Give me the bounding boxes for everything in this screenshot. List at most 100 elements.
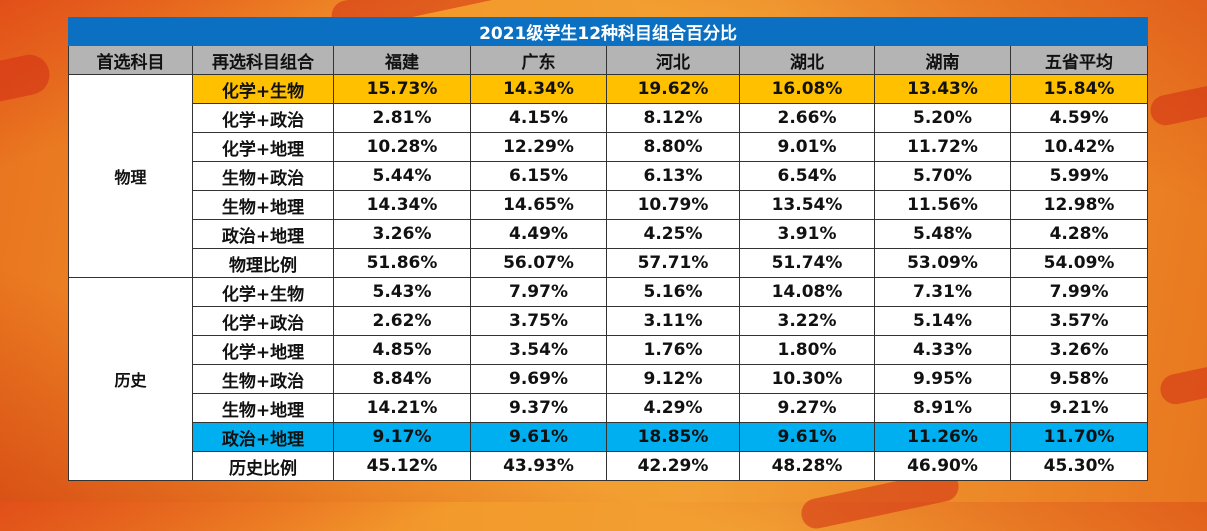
percentage-cell: 3.11%	[606, 306, 740, 336]
percentage-cell: 10.79%	[606, 190, 740, 220]
percentage-cell: 9.69%	[470, 364, 607, 394]
percentage-cell: 6.15%	[470, 161, 607, 191]
combination-cell: 化学+地理	[192, 335, 334, 365]
percentage-cell: 3.26%	[333, 219, 471, 249]
combination-cell: 生物+地理	[192, 393, 334, 423]
percentage-cell: 12.98%	[1009, 190, 1149, 220]
table-row: 化学+地理 10.28% 12.29% 8.80% 9.01% 11.72% 10.42%	[69, 132, 1149, 162]
combination-cell: 化学+地理	[192, 132, 334, 162]
percentage-cell: 2.81%	[333, 103, 471, 133]
percentage-cell: 3.91%	[739, 219, 875, 249]
table-row: 生物+政治 8.84% 9.69% 9.12% 10.30% 9.95% 9.58%	[69, 364, 1149, 394]
combination-cell: 物理比例	[192, 248, 334, 278]
percentage-cell: 15.73%	[333, 74, 471, 104]
combination-cell: 化学+生物	[192, 74, 334, 104]
percentage-cell: 1.76%	[606, 335, 740, 365]
percentage-cell: 5.20%	[874, 103, 1011, 133]
percentage-cell: 5.70%	[874, 161, 1011, 191]
percentage-cell: 48.28%	[739, 451, 875, 481]
percentage-cell: 54.09%	[1009, 248, 1149, 278]
percentage-cell: 3.54%	[470, 335, 607, 365]
percentage-cell: 7.99%	[1009, 277, 1149, 307]
percentage-cell: 46.90%	[874, 451, 1011, 481]
column-header: 首选科目	[68, 45, 193, 75]
percentage-cell: 53.09%	[874, 248, 1011, 278]
background-streak	[1157, 363, 1207, 407]
first-subject-cell: 历史	[68, 277, 193, 481]
percentage-cell: 3.75%	[470, 306, 607, 336]
table-row: 历史比例 45.12% 43.93% 42.29% 48.28% 46.90% 45.30%	[69, 451, 1149, 481]
percentage-cell: 56.07%	[470, 248, 607, 278]
percentage-cell: 4.15%	[470, 103, 607, 133]
percentage-cell: 4.33%	[874, 335, 1011, 365]
percentage-cell: 15.84%	[1009, 74, 1149, 104]
background-streak	[1147, 82, 1207, 128]
table-row: 生物+地理 14.21% 9.37% 4.29% 9.27% 8.91% 9.21%	[69, 393, 1149, 423]
table-title: 2021级学生12种科目组合百分比	[67, 17, 1149, 46]
column-header: 广东	[470, 45, 607, 75]
percentage-cell: 9.27%	[739, 393, 875, 423]
percentage-cell: 14.34%	[333, 190, 471, 220]
percentage-cell: 13.54%	[739, 190, 875, 220]
percentage-cell: 5.43%	[333, 277, 471, 307]
percentage-cell: 3.26%	[1009, 335, 1149, 365]
combination-cell: 化学+政治	[192, 103, 334, 133]
percentage-cell: 11.70%	[1009, 422, 1149, 452]
percentage-cell: 8.91%	[874, 393, 1011, 423]
percentage-cell: 5.14%	[874, 306, 1011, 336]
percentage-cell: 19.62%	[606, 74, 740, 104]
percentage-cell: 9.58%	[1009, 364, 1149, 394]
percentage-cell: 45.30%	[1009, 451, 1149, 481]
percentage-cell: 14.65%	[470, 190, 607, 220]
combination-cell: 生物+政治	[192, 161, 334, 191]
percentage-cell: 16.08%	[739, 74, 875, 104]
percentage-cell: 8.80%	[606, 132, 740, 162]
table-row: 生物+政治 5.44% 6.15% 6.13% 6.54% 5.70% 5.99%	[69, 161, 1149, 191]
percentage-cell: 8.84%	[333, 364, 471, 394]
percentage-cell: 2.62%	[333, 306, 471, 336]
percentage-cell: 9.61%	[470, 422, 607, 452]
percentage-cell: 4.29%	[606, 393, 740, 423]
percentage-cell: 57.71%	[606, 248, 740, 278]
column-header: 湖南	[874, 45, 1011, 75]
percentage-cell: 10.28%	[333, 132, 471, 162]
subject-combination-table: 2021级学生12种科目组合百分比 首选科目 再选科目组合 福建 广东 河北 湖北 湖南 五省…	[67, 17, 1149, 481]
percentage-cell: 51.74%	[739, 248, 875, 278]
percentage-cell: 51.86%	[333, 248, 471, 278]
percentage-cell: 9.21%	[1009, 393, 1149, 423]
percentage-cell: 18.85%	[606, 422, 740, 452]
percentage-cell: 43.93%	[470, 451, 607, 481]
percentage-cell: 14.34%	[470, 74, 607, 104]
percentage-cell: 4.25%	[606, 219, 740, 249]
percentage-cell: 9.37%	[470, 393, 607, 423]
percentage-cell: 14.21%	[333, 393, 471, 423]
background-streak	[0, 51, 54, 109]
percentage-cell: 7.31%	[874, 277, 1011, 307]
table-row: 物理比例 51.86% 56.07% 57.71% 51.74% 53.09% 54.09%	[69, 248, 1149, 278]
percentage-cell: 45.12%	[333, 451, 471, 481]
column-header: 河北	[606, 45, 740, 75]
first-subject-cell: 物理	[68, 74, 193, 278]
percentage-cell: 42.29%	[606, 451, 740, 481]
percentage-cell: 4.85%	[333, 335, 471, 365]
percentage-cell: 6.54%	[739, 161, 875, 191]
table-row: 化学+政治 2.62% 3.75% 3.11% 3.22% 5.14% 3.57%	[69, 306, 1149, 336]
table-row: 化学+地理 4.85% 3.54% 1.76% 1.80% 4.33% 3.26%	[69, 335, 1149, 365]
table-row: 物理 化学+生物 15.73% 14.34% 19.62% 16.08% 13.43% 15.…	[68, 74, 1149, 278]
percentage-cell: 9.95%	[874, 364, 1011, 394]
percentage-cell: 5.99%	[1009, 161, 1149, 191]
percentage-cell: 9.61%	[739, 422, 875, 452]
table-row: 历史 化学+生物 5.43% 7.97% 5.16% 14.08% 7.31% 7.99%	[68, 277, 1149, 481]
combination-cell: 生物+地理	[192, 190, 334, 220]
column-header: 五省平均	[1009, 45, 1149, 75]
combination-cell: 政治+地理	[192, 422, 334, 452]
column-header: 福建	[333, 45, 471, 75]
percentage-cell: 5.16%	[606, 277, 740, 307]
percentage-cell: 10.30%	[739, 364, 875, 394]
percentage-cell: 4.49%	[470, 219, 607, 249]
percentage-cell: 7.97%	[470, 277, 607, 307]
percentage-cell: 4.59%	[1009, 103, 1149, 133]
percentage-cell: 10.42%	[1009, 132, 1149, 162]
percentage-cell: 14.08%	[739, 277, 875, 307]
percentage-cell: 11.72%	[874, 132, 1011, 162]
